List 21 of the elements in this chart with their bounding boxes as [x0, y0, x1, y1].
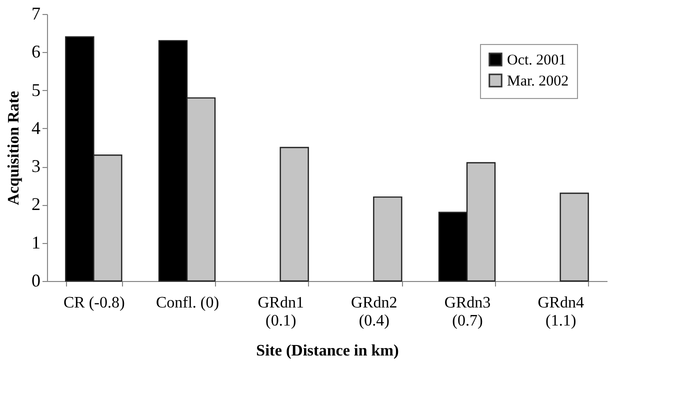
y-tick-label: 1	[32, 232, 40, 252]
bar	[560, 192, 589, 282]
y-tick-label: 0	[32, 270, 40, 290]
y-axis-title: Acquisition Rate	[6, 90, 22, 206]
y-tick-label: 4	[32, 118, 40, 138]
y-tick-label: 3	[32, 156, 40, 176]
legend-label: Oct. 2001	[507, 52, 566, 68]
y-tick-label: 2	[32, 194, 40, 214]
x-tick-label: GRdn4 (1.1)	[538, 294, 584, 330]
x-tick-label: CR (-0.8)	[64, 294, 125, 312]
y-tick-label: 5	[32, 80, 40, 100]
x-tick-label: GRdn3 (0.7)	[444, 294, 491, 330]
bar	[373, 196, 402, 282]
x-axis-title: Site (Distance in km)	[256, 342, 399, 360]
x-tick-label: GRdn1 (0.1)	[258, 294, 304, 330]
y-tick-label: 7	[32, 4, 40, 24]
x-tick-label: GRdn2 (0.4)	[351, 294, 398, 330]
y-tick-label: 6	[32, 42, 40, 62]
x-tick-label: Confl. (0)	[156, 294, 220, 312]
bar	[280, 146, 309, 282]
legend-label: Mar. 2002	[507, 74, 569, 90]
